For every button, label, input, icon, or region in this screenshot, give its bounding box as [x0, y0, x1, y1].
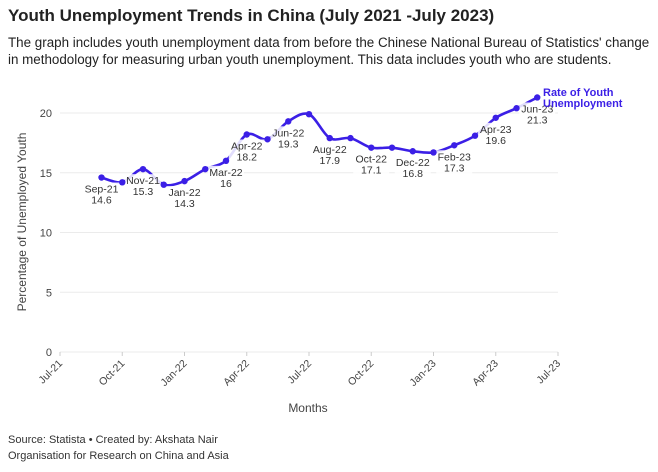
data-label-month: Apr-23: [480, 124, 512, 136]
x-tick-label: Oct-21: [97, 358, 128, 389]
data-label-value: 17.1: [361, 165, 382, 177]
data-point: [285, 118, 292, 125]
data-label-month: Oct-22: [355, 154, 387, 166]
y-tick-label: 20: [40, 108, 52, 120]
data-label-month: Sep-21: [85, 184, 119, 196]
data-label-value: 19.3: [278, 138, 299, 150]
y-tick-label: 10: [40, 228, 52, 240]
x-tick-label: Jan-23: [407, 358, 438, 389]
data-point: [98, 174, 105, 181]
data-label-month: Nov-21: [126, 175, 160, 187]
data-point: [492, 114, 499, 121]
x-tick-label: Jul-23: [534, 358, 563, 387]
data-label-month: Mar-22: [209, 167, 242, 179]
data-label-month: Dec-22: [396, 157, 430, 169]
data-point: [368, 144, 375, 151]
x-tick-label: Jan-22: [158, 358, 189, 389]
data-point: [305, 110, 313, 118]
data-label-month: Apr-22: [231, 141, 263, 153]
x-tick-label: Oct-22: [346, 358, 377, 389]
legend-label-line2: Unemployment: [543, 98, 623, 110]
data-point: [264, 136, 271, 143]
data-point: [222, 157, 230, 164]
data-label-value: 17.3: [444, 162, 465, 174]
data-label-value: 18.2: [237, 152, 258, 164]
data-point: [119, 179, 126, 186]
data-point: [430, 149, 437, 156]
y-tick-label: 15: [40, 168, 52, 180]
data-label-value: 15.3: [133, 186, 154, 198]
footer-org: Organisation for Research on China and A…: [8, 450, 229, 462]
x-tick-label: Jul-22: [285, 358, 314, 387]
data-point: [243, 131, 250, 138]
legend-label-line1: Rate of Youth: [543, 87, 614, 99]
data-point: [181, 177, 188, 185]
y-tick-label: 5: [46, 287, 52, 299]
data-label-value: 14.6: [91, 195, 112, 207]
x-tick-label: Apr-22: [221, 358, 252, 389]
x-tick-label: Apr-23: [470, 358, 501, 389]
footer-source: Source: Statista • Created by: Akshata N…: [8, 434, 218, 446]
data-label-value: 19.6: [486, 135, 507, 147]
data-point: [451, 142, 458, 149]
y-axis-label: Percentage of Unemployed Youth: [15, 133, 29, 312]
x-axis-label: Months: [288, 401, 327, 415]
data-label-value: 16: [220, 178, 232, 190]
data-point: [513, 105, 520, 112]
data-point: [326, 134, 333, 142]
data-point: [347, 134, 354, 142]
data-point: [534, 94, 541, 101]
data-point: [202, 165, 209, 173]
series-line: [101, 96, 538, 187]
data-point: [409, 148, 416, 155]
data-label-month: Jan-22: [168, 187, 200, 199]
data-label-month: Aug-22: [313, 144, 347, 156]
data-label-value: 21.3: [527, 114, 548, 126]
data-label-value: 14.3: [174, 198, 195, 210]
data-point: [471, 132, 479, 139]
data-label-value: 17.9: [320, 155, 341, 167]
y-tick-label: 0: [46, 347, 52, 359]
data-point: [388, 144, 396, 151]
x-tick-label: Jul-21: [36, 358, 65, 387]
data-label-month: Jun-22: [272, 127, 304, 139]
data-label-value: 16.8: [403, 168, 424, 180]
data-label-month: Jun-23: [521, 103, 553, 115]
data-point: [160, 181, 167, 188]
chart-subtitle: The graph includes youth unemployment da…: [8, 35, 650, 67]
data-label-month: Feb-23: [438, 151, 471, 163]
data-point: [139, 165, 147, 173]
chart-title: Youth Unemployment Trends in China (July…: [8, 6, 495, 25]
